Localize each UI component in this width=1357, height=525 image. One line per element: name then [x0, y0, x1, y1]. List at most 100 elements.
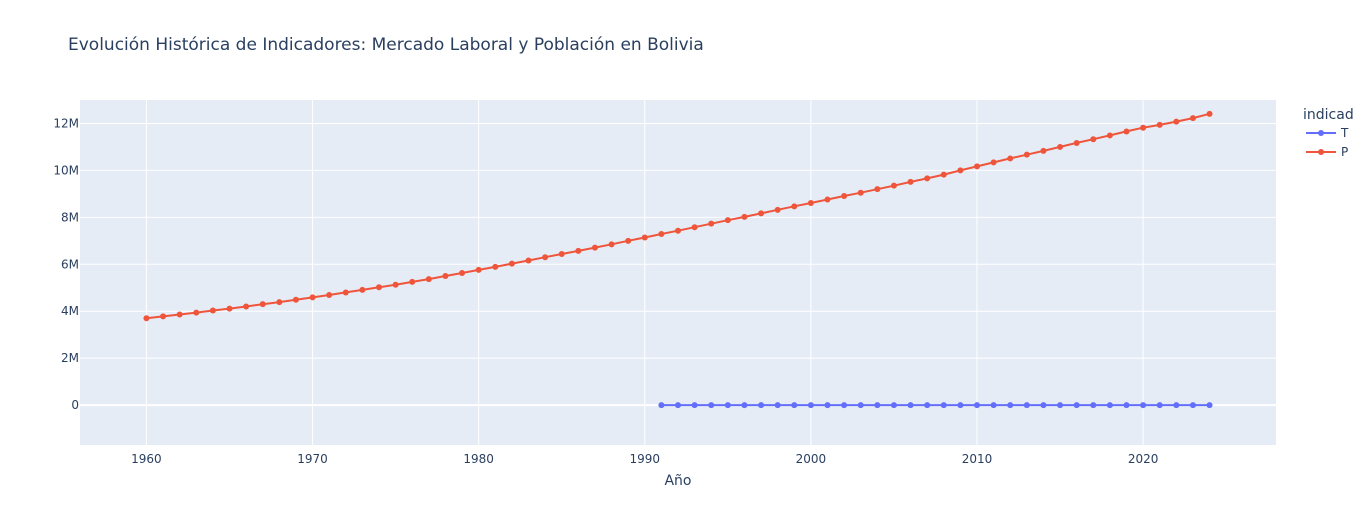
- data-point[interactable]: [326, 292, 333, 299]
- data-point[interactable]: [1123, 128, 1130, 135]
- data-point[interactable]: [575, 247, 582, 254]
- data-point[interactable]: [890, 182, 897, 189]
- data-point[interactable]: [824, 196, 831, 203]
- data-point[interactable]: [724, 402, 731, 409]
- data-point[interactable]: [1206, 110, 1213, 117]
- data-point[interactable]: [1106, 132, 1113, 139]
- data-point[interactable]: [758, 402, 765, 409]
- data-point[interactable]: [1073, 402, 1080, 409]
- data-point[interactable]: [841, 192, 848, 199]
- data-point[interactable]: [525, 257, 532, 264]
- data-point[interactable]: [857, 189, 864, 196]
- data-point[interactable]: [990, 159, 997, 166]
- data-point[interactable]: [259, 301, 266, 308]
- data-point[interactable]: [741, 213, 748, 220]
- data-point[interactable]: [874, 186, 881, 193]
- data-point[interactable]: [907, 178, 914, 185]
- data-point[interactable]: [758, 210, 765, 217]
- data-point[interactable]: [1173, 118, 1180, 125]
- data-point[interactable]: [558, 250, 565, 257]
- data-point[interactable]: [1057, 143, 1064, 150]
- data-point[interactable]: [907, 402, 914, 409]
- data-point[interactable]: [143, 315, 150, 322]
- data-point[interactable]: [625, 237, 632, 244]
- data-point[interactable]: [1023, 151, 1030, 158]
- data-point[interactable]: [708, 402, 715, 409]
- data-point[interactable]: [409, 278, 416, 285]
- data-point[interactable]: [691, 402, 698, 409]
- data-point[interactable]: [276, 299, 283, 306]
- data-point[interactable]: [1156, 121, 1163, 128]
- data-point[interactable]: [1090, 136, 1097, 143]
- data-point[interactable]: [342, 289, 349, 296]
- data-point[interactable]: [708, 220, 715, 227]
- data-point[interactable]: [641, 234, 648, 241]
- data-point[interactable]: [741, 402, 748, 409]
- data-point[interactable]: [791, 402, 798, 409]
- data-point[interactable]: [1123, 402, 1130, 409]
- data-point[interactable]: [924, 175, 931, 182]
- data-point[interactable]: [691, 224, 698, 231]
- data-point[interactable]: [1057, 402, 1064, 409]
- data-point[interactable]: [990, 402, 997, 409]
- data-point[interactable]: [243, 303, 250, 310]
- data-point[interactable]: [1007, 155, 1014, 162]
- data-point[interactable]: [1173, 402, 1180, 409]
- data-point[interactable]: [791, 203, 798, 210]
- data-point[interactable]: [359, 286, 366, 293]
- data-point[interactable]: [1156, 402, 1163, 409]
- data-point[interactable]: [1189, 402, 1196, 409]
- data-point[interactable]: [160, 313, 167, 320]
- data-point[interactable]: [193, 309, 200, 316]
- data-point[interactable]: [774, 402, 781, 409]
- data-point[interactable]: [957, 167, 964, 174]
- data-point[interactable]: [675, 227, 681, 234]
- data-point[interactable]: [807, 402, 814, 409]
- data-point[interactable]: [1206, 402, 1213, 409]
- data-point[interactable]: [658, 402, 665, 409]
- data-point[interactable]: [1023, 402, 1030, 409]
- data-point[interactable]: [1040, 402, 1047, 409]
- data-point[interactable]: [940, 171, 947, 178]
- data-point[interactable]: [442, 273, 449, 280]
- data-point[interactable]: [857, 402, 864, 409]
- data-point[interactable]: [459, 269, 466, 276]
- data-point[interactable]: [1106, 402, 1113, 409]
- data-point[interactable]: [957, 402, 964, 409]
- data-point[interactable]: [940, 402, 947, 409]
- data-point[interactable]: [176, 311, 183, 318]
- data-point[interactable]: [608, 241, 615, 248]
- data-point[interactable]: [841, 402, 848, 409]
- data-point[interactable]: [309, 294, 316, 301]
- plot-area[interactable]: [80, 100, 1276, 445]
- legend[interactable]: indicad TP: [1303, 107, 1354, 159]
- data-point[interactable]: [425, 276, 432, 283]
- data-point[interactable]: [1090, 402, 1097, 409]
- data-point[interactable]: [226, 305, 233, 312]
- data-point[interactable]: [924, 402, 931, 409]
- data-point[interactable]: [1007, 402, 1014, 409]
- data-point[interactable]: [1040, 147, 1047, 154]
- data-point[interactable]: [1140, 402, 1147, 409]
- data-point[interactable]: [376, 284, 382, 291]
- data-point[interactable]: [1140, 124, 1147, 131]
- legend-item[interactable]: T: [1306, 126, 1349, 140]
- legend-item[interactable]: P: [1306, 145, 1348, 159]
- data-point[interactable]: [209, 307, 216, 314]
- data-point[interactable]: [508, 260, 515, 267]
- data-point[interactable]: [807, 200, 814, 207]
- data-point[interactable]: [824, 402, 831, 409]
- data-point[interactable]: [874, 402, 881, 409]
- data-point[interactable]: [974, 402, 980, 409]
- data-point[interactable]: [292, 296, 299, 303]
- data-point[interactable]: [1073, 139, 1080, 146]
- data-point[interactable]: [1189, 115, 1196, 122]
- data-point[interactable]: [724, 217, 731, 224]
- data-point[interactable]: [492, 263, 499, 270]
- data-point[interactable]: [591, 244, 598, 251]
- data-point[interactable]: [675, 402, 681, 409]
- data-point[interactable]: [974, 163, 980, 170]
- data-point[interactable]: [658, 231, 665, 238]
- data-point[interactable]: [774, 206, 781, 213]
- data-point[interactable]: [475, 266, 482, 273]
